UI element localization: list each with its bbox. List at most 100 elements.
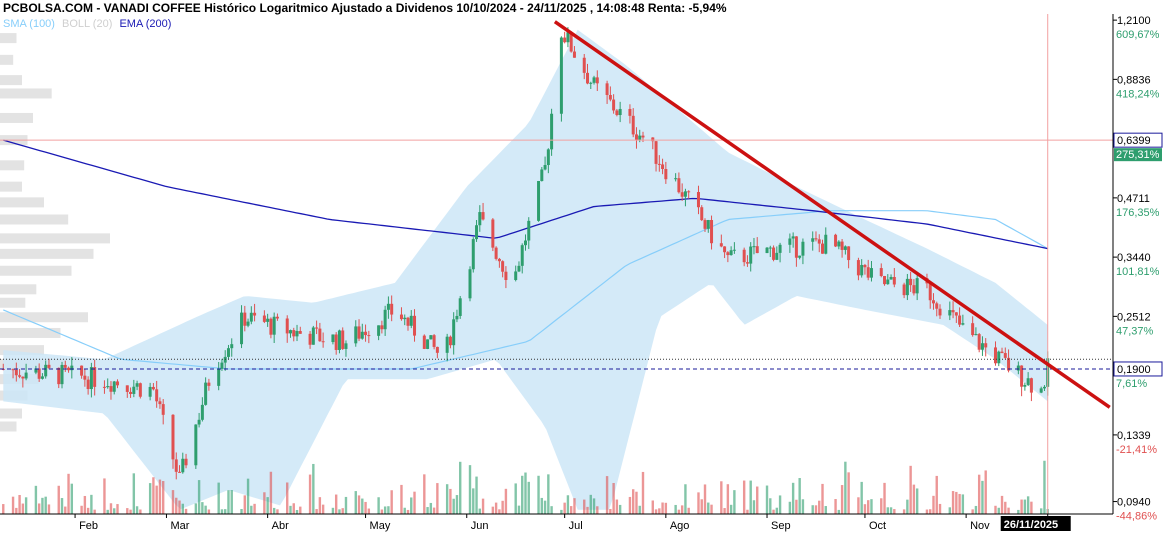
volume-bar bbox=[501, 500, 504, 514]
candle-body bbox=[755, 246, 759, 254]
candle-body bbox=[889, 276, 893, 280]
volume-bar bbox=[155, 485, 158, 514]
y-tick-pct-label: 418,24% bbox=[1116, 88, 1160, 100]
volume-bar bbox=[64, 506, 67, 514]
y-tick-price-label: 0,3440 bbox=[1117, 252, 1151, 264]
candle-body bbox=[517, 265, 521, 272]
volume-bar bbox=[377, 497, 380, 514]
candle-body bbox=[125, 385, 129, 392]
volume-bar bbox=[367, 508, 371, 514]
candle-body bbox=[592, 77, 596, 83]
volume-bar bbox=[11, 496, 15, 514]
volume-bar bbox=[1023, 499, 1027, 514]
volume-bar bbox=[628, 496, 632, 514]
candle-body bbox=[292, 330, 296, 337]
volume-bar bbox=[18, 494, 21, 514]
volume-bar bbox=[889, 507, 893, 514]
candle-body bbox=[364, 331, 368, 336]
y-tick-pct-label: 47,37% bbox=[1116, 325, 1154, 337]
volume-bar bbox=[863, 504, 867, 514]
candle-body bbox=[57, 367, 61, 385]
volume-bar bbox=[684, 484, 687, 514]
candle-body bbox=[883, 276, 887, 285]
volume-bar bbox=[178, 500, 181, 514]
candle-body bbox=[563, 37, 567, 43]
candle-body bbox=[768, 247, 772, 249]
candle-body bbox=[543, 165, 547, 170]
axes: 1,2100 609,67% 0,8836 418,24% 0,6399 275,31% 0… bbox=[0, 14, 1163, 532]
bollinger-band-fill bbox=[3, 29, 1048, 510]
volume-bar bbox=[687, 507, 690, 514]
candle-body bbox=[478, 212, 482, 226]
volume-bar bbox=[824, 506, 827, 514]
volume-bar bbox=[70, 483, 74, 514]
candle-body bbox=[794, 236, 798, 258]
volume-bar bbox=[527, 481, 530, 514]
volume-bar bbox=[478, 508, 481, 514]
candle-body bbox=[295, 331, 299, 337]
volume-bar bbox=[677, 509, 681, 514]
candle-body bbox=[801, 241, 805, 256]
volume-bar bbox=[573, 498, 576, 514]
candle-body bbox=[886, 279, 890, 285]
candle-body bbox=[311, 327, 315, 345]
volume-bar bbox=[596, 506, 599, 514]
candle-body bbox=[958, 315, 962, 325]
candle-body bbox=[377, 325, 381, 336]
volume-bar bbox=[1017, 509, 1020, 514]
volume-bar bbox=[729, 504, 733, 514]
candle-body bbox=[112, 381, 116, 392]
pct-label-box bbox=[1114, 376, 1162, 390]
candle-body bbox=[608, 94, 612, 100]
candle-body bbox=[615, 110, 619, 116]
volume-bar bbox=[67, 473, 70, 514]
candle-body bbox=[132, 386, 136, 394]
volume-bar bbox=[47, 504, 51, 514]
volume-bar bbox=[811, 505, 814, 514]
volume-bar bbox=[870, 499, 873, 514]
candle-body bbox=[791, 236, 795, 239]
candle-body bbox=[226, 348, 230, 357]
candle-body bbox=[948, 310, 952, 316]
candle-body bbox=[40, 376, 44, 379]
legend-sma[interactable]: SMA (100) bbox=[3, 18, 55, 30]
candle-body bbox=[331, 334, 335, 343]
price-label-box bbox=[1113, 361, 1163, 377]
legend-boll[interactable]: BOLL (20) bbox=[62, 18, 113, 30]
volume-bar bbox=[651, 500, 654, 514]
candle-body bbox=[971, 323, 975, 336]
y-tick-pct-label: -44,86% bbox=[1116, 511, 1157, 523]
candle-body bbox=[246, 321, 250, 326]
candle-body bbox=[710, 220, 714, 244]
volume-bar bbox=[468, 465, 472, 514]
candle-body bbox=[546, 149, 550, 166]
volume-bar bbox=[436, 483, 439, 514]
volume-bar bbox=[158, 479, 162, 514]
volume-bar bbox=[80, 505, 83, 514]
candle-body bbox=[253, 312, 257, 316]
y-tick-price-label: 0,6399 bbox=[1117, 135, 1151, 147]
volume-bar bbox=[938, 503, 942, 514]
volume-bar bbox=[880, 498, 883, 514]
volume-bar bbox=[224, 509, 227, 514]
candle-body bbox=[559, 37, 563, 114]
candle-body bbox=[89, 367, 93, 390]
volume-bar bbox=[997, 507, 1000, 514]
volume-bar bbox=[674, 504, 677, 514]
legend-ema[interactable]: EMA (200) bbox=[119, 18, 172, 30]
volume-bar bbox=[658, 508, 661, 514]
candle-body bbox=[860, 264, 864, 276]
candle-body bbox=[106, 386, 110, 388]
volume-bar bbox=[1030, 501, 1033, 514]
x-tick-label: Abr bbox=[272, 520, 289, 532]
candle-body bbox=[788, 238, 792, 245]
volume-profile-bar bbox=[0, 408, 22, 419]
volume-bar bbox=[912, 484, 916, 514]
candle-body bbox=[742, 249, 746, 263]
volume-profile-bar bbox=[0, 54, 14, 65]
y-tick-pct-label: 7,61% bbox=[1116, 378, 1147, 390]
volume-bar bbox=[406, 509, 410, 514]
volume-bar bbox=[821, 483, 824, 514]
candle-body bbox=[184, 458, 188, 466]
volume-bar bbox=[86, 507, 90, 514]
